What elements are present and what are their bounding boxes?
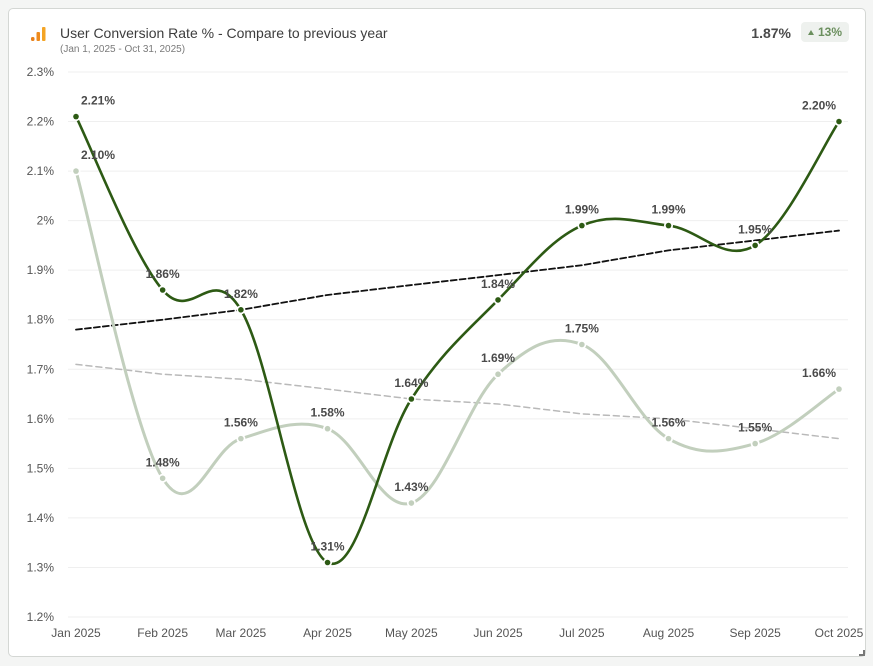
x-tick-label: Feb 2025 (137, 626, 188, 640)
data-labels: 2.10% 1.48% 1.56% 1.58% 1.43% 1.69% 1.75% 1.56%… (81, 94, 836, 554)
previous-year-label: 1.58% (311, 406, 345, 420)
x-tick-label: Oct 2025 (815, 626, 864, 640)
previous-year-point (159, 475, 166, 482)
x-tick-label: Jul 2025 (559, 626, 605, 640)
y-tick-label: 1.6% (27, 412, 55, 426)
current-year-point (324, 559, 331, 566)
current-year-point (408, 396, 415, 402)
bar-chart-icon (31, 27, 46, 41)
date-range: (Jan 1, 2025 - Oct 31, 2025) (60, 44, 186, 55)
chart-header: User Conversion Rate % - Compare to prev… (9, 9, 865, 65)
y-tick-label: 2.2% (27, 115, 55, 129)
previous-year-label: 1.69% (481, 351, 515, 365)
previous-year-point (408, 500, 415, 506)
current-year-label: 2.20% (802, 99, 836, 113)
x-tick-label: Sep 2025 (729, 626, 781, 640)
current-year-label: 1.64% (394, 376, 428, 390)
current-year-label: 1.95% (738, 222, 772, 236)
current-year-point (238, 307, 244, 313)
current-year-label: 1.99% (565, 203, 599, 217)
current-year-point (159, 287, 166, 293)
y-tick-label: 1.2% (27, 610, 55, 624)
previous-year-point (324, 425, 331, 432)
chart-card: User Conversion Rate % - Compare to prev… (8, 8, 866, 657)
y-tick-label: 1.4% (27, 511, 55, 525)
y-tick-label: 1.8% (27, 313, 55, 327)
trendlines (75, 229, 840, 440)
y-tick-label: 1.7% (27, 362, 55, 376)
previous-year-trendline (75, 363, 840, 440)
current-year-label: 1.86% (146, 267, 180, 281)
change-badge: 13% (800, 22, 849, 42)
current-year-line (74, 115, 841, 566)
previous-year-label: 1.43% (394, 480, 428, 494)
current-year-label: 1.31% (311, 540, 345, 554)
current-year-label: 1.99% (651, 203, 685, 217)
y-tick-label: 1.9% (27, 263, 55, 277)
previous-year-label: 1.48% (146, 455, 180, 469)
previous-year-point (495, 371, 501, 378)
previous-year-label: 1.56% (651, 416, 685, 430)
kpi-value: 1.87% (751, 25, 791, 41)
current-year-trendline (75, 229, 840, 331)
current-year-point (752, 242, 758, 249)
x-tick-label: Jan 2025 (51, 626, 101, 640)
x-tick-label: Mar 2025 (216, 626, 267, 640)
chart-title: User Conversion Rate % - Compare to prev… (60, 25, 388, 41)
arrow-up-icon (807, 29, 814, 35)
previous-year-label: 1.55% (738, 421, 772, 435)
previous-year-point (579, 341, 585, 348)
current-year-label: 1.82% (224, 287, 258, 301)
y-tick-label: 1.5% (27, 461, 55, 475)
x-tick-label: Aug 2025 (643, 626, 695, 640)
current-year-point (665, 222, 672, 229)
current-year-point (73, 113, 79, 120)
current-year-point (579, 222, 585, 229)
series-lines (74, 115, 841, 566)
previous-year-point (73, 168, 79, 174)
previous-year-point (238, 435, 244, 442)
x-tick-label: Apr 2025 (303, 626, 352, 640)
x-axis: Jan 2025 Feb 2025 Mar 2025 Apr 2025 May 2025… (51, 626, 863, 640)
previous-year-point (665, 435, 672, 442)
previous-year-label: 1.56% (224, 416, 258, 430)
y-tick-label: 2.1% (27, 164, 55, 178)
y-tick-label: 2% (37, 214, 55, 228)
y-tick-label: 2.3% (27, 65, 55, 79)
previous-year-label: 2.10% (81, 148, 115, 162)
y-tick-label: 1.3% (27, 560, 55, 574)
x-tick-label: Jun 2025 (473, 626, 523, 640)
previous-year-point (752, 440, 758, 447)
resize-handle[interactable] (859, 650, 865, 656)
current-year-label: 2.21% (81, 94, 115, 108)
data-points (71, 112, 844, 567)
x-tick-label: May 2025 (385, 626, 438, 640)
current-year-point (495, 297, 501, 303)
previous-year-point (836, 386, 842, 392)
previous-year-label: 1.75% (565, 322, 599, 336)
current-year-label: 1.84% (481, 277, 515, 291)
y-axis: 1.2% 1.3% 1.4% 1.5% 1.6% 1.7% 1.8% 1.9% 2% 2.1% 2.… (27, 65, 55, 624)
change-value: 13% (817, 25, 842, 39)
current-year-point (836, 118, 842, 125)
gridlines (68, 71, 848, 618)
previous-year-label: 1.66% (802, 366, 836, 380)
